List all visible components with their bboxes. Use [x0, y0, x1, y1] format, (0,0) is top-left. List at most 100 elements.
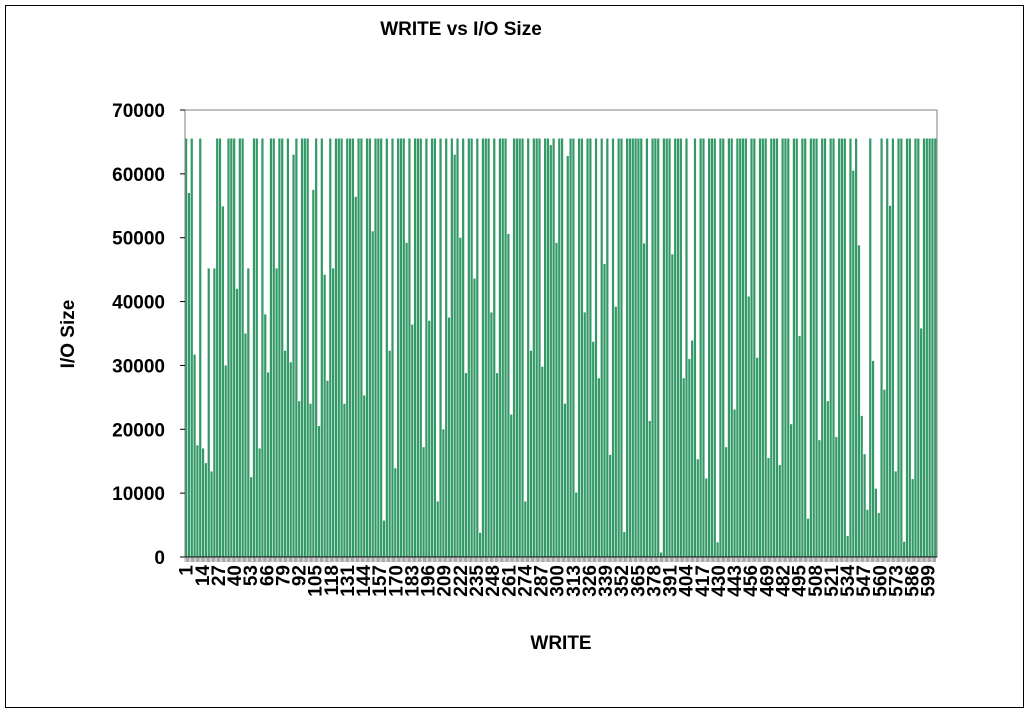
bar	[227, 138, 230, 557]
bar	[216, 138, 219, 557]
bar	[789, 424, 793, 557]
bar	[722, 138, 725, 557]
x-tick-label: 1	[177, 565, 198, 576]
bar	[436, 501, 439, 557]
bar	[289, 362, 292, 557]
bar	[380, 138, 383, 557]
bar	[255, 138, 258, 557]
bar	[561, 138, 564, 557]
bar	[411, 324, 414, 557]
bar	[196, 445, 199, 557]
bar	[504, 138, 507, 557]
bar	[659, 552, 663, 557]
bar	[286, 138, 289, 557]
x-tick-label: 378	[644, 565, 665, 597]
x-tick-label: 534	[838, 565, 859, 597]
bar	[897, 138, 900, 557]
bar	[634, 138, 637, 557]
bar	[535, 138, 538, 557]
bar	[405, 242, 408, 557]
x-tick-label: 235	[467, 565, 488, 597]
bar	[758, 138, 762, 557]
bar	[911, 479, 914, 557]
y-axis: 0 10000 20000 30000 40000 50000 60000 70000	[112, 101, 186, 569]
bar	[894, 471, 897, 557]
x-axis: 1142740536679921051181311441571701831962…	[177, 556, 940, 597]
bar	[668, 138, 671, 557]
bar	[481, 138, 485, 557]
bar	[464, 373, 468, 557]
x-tick-label: 456	[741, 565, 762, 597]
bar	[846, 535, 849, 557]
bar	[719, 138, 722, 557]
y-tick-label: 30000	[112, 356, 165, 377]
x-tick-label: 573	[886, 565, 907, 597]
bar	[258, 448, 261, 557]
bar	[238, 138, 241, 557]
bar	[266, 372, 270, 557]
bar	[744, 138, 747, 557]
x-tick-label: 118	[322, 565, 343, 596]
bar	[866, 509, 869, 557]
bar	[337, 138, 340, 557]
bar	[651, 138, 654, 557]
bar	[572, 138, 575, 557]
x-axis-label: WRITE	[530, 633, 592, 654]
bar	[770, 138, 773, 557]
bar	[241, 138, 244, 557]
bar	[250, 477, 253, 557]
bar	[804, 138, 807, 557]
bar	[374, 138, 377, 557]
x-tick-label: 365	[628, 565, 649, 597]
bar	[724, 447, 728, 557]
bar	[925, 138, 928, 557]
x-tick-label: 40	[225, 565, 246, 586]
x-tick-label: 443	[725, 565, 746, 597]
bar	[394, 468, 397, 557]
bar	[795, 138, 798, 557]
bar	[849, 138, 852, 557]
x-tick-label: 66	[257, 565, 278, 586]
bar	[467, 138, 470, 557]
x-tick-label: 183	[403, 565, 424, 597]
bar	[292, 154, 295, 557]
bar	[193, 354, 196, 557]
bar	[428, 320, 431, 557]
bar	[857, 245, 861, 557]
x-tick-label: 495	[790, 565, 811, 597]
bar	[371, 231, 374, 557]
x-tick-label: 27	[209, 565, 230, 586]
bar	[594, 138, 598, 557]
bar	[823, 138, 827, 557]
bar	[575, 492, 578, 557]
bar	[577, 138, 581, 557]
y-tick-label: 10000	[112, 484, 165, 505]
bar	[787, 138, 790, 557]
bar	[674, 138, 677, 557]
bar	[617, 138, 620, 557]
bar	[312, 189, 315, 557]
bar	[589, 138, 592, 557]
x-tick-label: 352	[612, 565, 633, 597]
bar	[303, 138, 306, 557]
bar	[544, 138, 547, 557]
bar	[295, 138, 298, 557]
bar	[315, 138, 318, 557]
bar	[840, 138, 844, 557]
y-tick-label: 40000	[112, 293, 165, 314]
bar	[691, 340, 694, 557]
bar	[835, 436, 838, 557]
x-tick-label: 339	[596, 565, 617, 597]
bar	[654, 138, 657, 557]
bar	[447, 317, 451, 557]
bar	[631, 138, 634, 557]
bar	[705, 478, 708, 557]
x-tick-label: 469	[757, 565, 778, 597]
bar	[592, 341, 595, 557]
x-tick-label: 53	[241, 565, 262, 586]
bar	[332, 268, 335, 557]
bar	[852, 170, 855, 557]
bar	[741, 138, 745, 557]
bar	[662, 138, 665, 557]
bar	[306, 138, 309, 557]
